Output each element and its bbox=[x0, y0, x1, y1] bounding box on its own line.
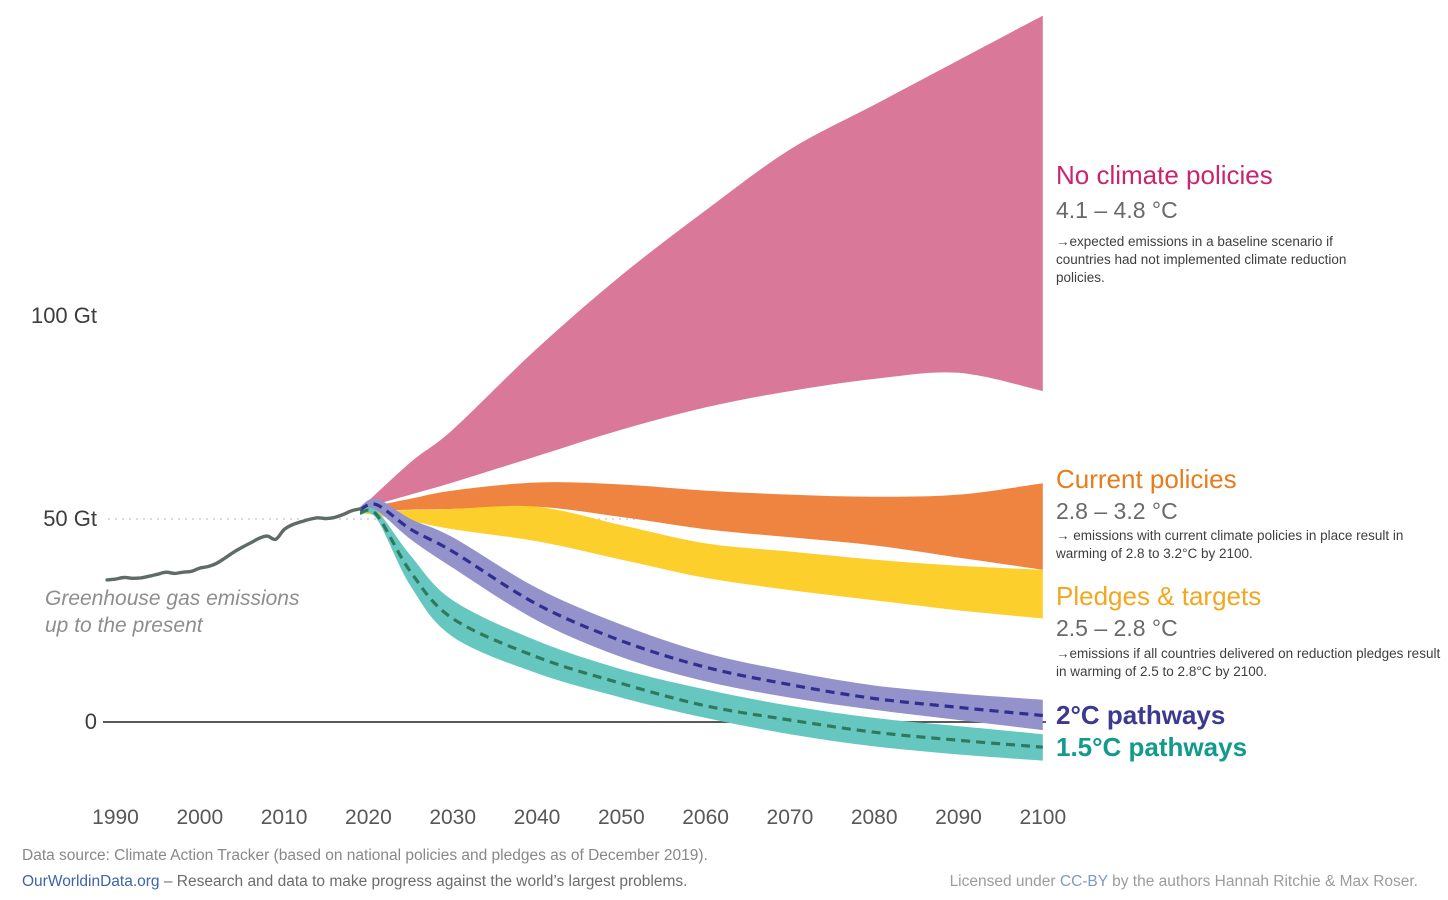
tagline-line: OurWorldinData.org – Research and data t… bbox=[22, 873, 687, 891]
label-block-no-climate-policies: No climate policies 4.1 – 4.8 °C →expect… bbox=[1056, 160, 1416, 288]
x-tick-label: 2030 bbox=[429, 806, 477, 829]
historical-annotation: Greenhouse gas emissions up to the prese… bbox=[45, 585, 299, 640]
series-title-pledges-targets: Pledges & targets bbox=[1056, 581, 1262, 611]
series-note-pledges-targets: →emissions if all countries delivered on… bbox=[1056, 645, 1441, 680]
tagline-text: – Research and data to make progress aga… bbox=[159, 873, 688, 890]
owid-link[interactable]: OurWorldinData.org bbox=[22, 873, 160, 890]
license-prefix: Licensed under bbox=[949, 873, 1060, 890]
series-note-no-climate-policies: →expected emissions in a baseline scenar… bbox=[1056, 233, 1347, 286]
data-source-line: Data source: Climate Action Tracker (bas… bbox=[22, 847, 708, 864]
x-tick-label: 2050 bbox=[597, 806, 645, 829]
label-block-2c-pathways: 2°C pathways bbox=[1056, 701, 1225, 730]
x-tick-label: 2010 bbox=[260, 806, 308, 829]
historical-line bbox=[105, 507, 362, 582]
label-block-1-5c-pathways: 1.5°C pathways bbox=[1056, 733, 1247, 762]
band-2c-pathways bbox=[360, 498, 1043, 731]
y-tick-label: 100 Gt bbox=[30, 303, 97, 328]
x-tick-label: 2080 bbox=[850, 806, 898, 829]
cc-by-link[interactable]: CC-BY bbox=[1059, 873, 1108, 890]
y-tick-label: 50 Gt bbox=[43, 506, 97, 531]
x-tick-label: 2090 bbox=[935, 806, 982, 829]
license-suffix: by the authors Hannah Ritchie & Max Rose… bbox=[1107, 873, 1418, 890]
x-tick-label: 2020 bbox=[345, 806, 392, 829]
x-tick-label: 2060 bbox=[682, 806, 729, 829]
series-note-current-policies: → emissions with current climate policie… bbox=[1056, 527, 1404, 562]
x-tick-label: 2070 bbox=[766, 806, 814, 829]
x-tick-label: 1990 bbox=[92, 806, 139, 829]
band-no-climate-policies bbox=[360, 15, 1043, 509]
label-block-pledges-targets: Pledges & targets 2.5 – 2.8 °C →emission… bbox=[1056, 581, 1448, 681]
series-temp-range-pledges-targets: 2.5 – 2.8 °C bbox=[1056, 614, 1178, 641]
historical-annotation-line2: up to the present bbox=[45, 614, 203, 638]
series-title-no-climate-policies: No climate policies bbox=[1056, 160, 1273, 190]
series-temp-range-no-climate-policies: 4.1 – 4.8 °C bbox=[1056, 196, 1178, 223]
series-temp-range-current-policies: 2.8 – 3.2 °C bbox=[1056, 497, 1178, 524]
x-tick-label: 2000 bbox=[176, 806, 224, 829]
median-line-1-5c-pathways bbox=[359, 508, 1043, 749]
series-title-2c-pathways: 2°C pathways bbox=[1056, 700, 1226, 730]
band-1-5c-pathways bbox=[360, 507, 1043, 761]
x-tick-label: 2040 bbox=[513, 806, 561, 829]
band-current-policies bbox=[360, 482, 1043, 570]
series-title-1-5c-pathways: 1.5°C pathways bbox=[1056, 732, 1248, 762]
median-line-2c-pathways bbox=[359, 502, 1043, 718]
y-tick-label: 0 bbox=[84, 709, 97, 734]
series-title-current-policies: Current policies bbox=[1056, 464, 1237, 494]
license-line: Licensed under CC-BY by the authors Hann… bbox=[950, 873, 1418, 891]
x-tick-label: 2100 bbox=[1019, 806, 1067, 829]
label-block-current-policies: Current policies 2.8 – 3.2 °C → emission… bbox=[1056, 464, 1436, 563]
band-pledges-targets bbox=[360, 505, 1043, 619]
historical-annotation-line1: Greenhouse gas emissions bbox=[45, 587, 300, 610]
